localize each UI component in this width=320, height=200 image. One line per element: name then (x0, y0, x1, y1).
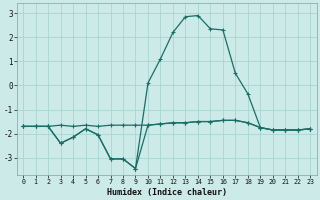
X-axis label: Humidex (Indice chaleur): Humidex (Indice chaleur) (107, 188, 227, 197)
